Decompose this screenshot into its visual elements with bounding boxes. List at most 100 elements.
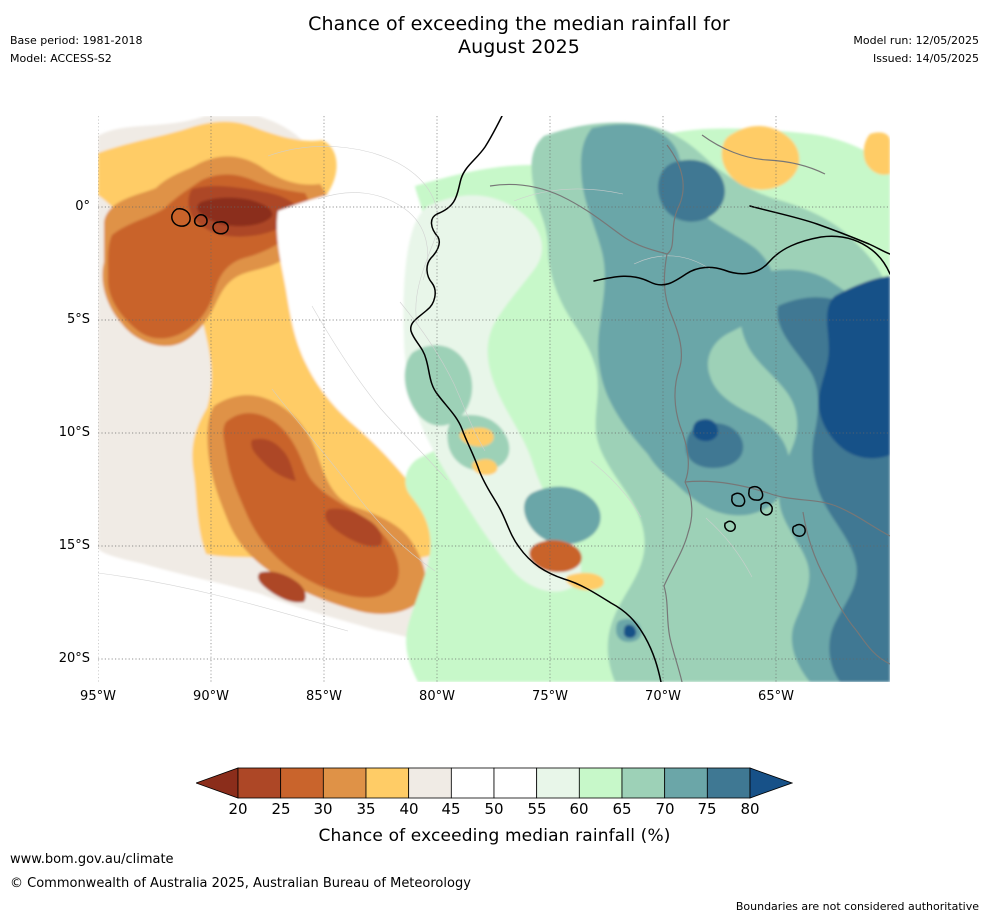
border-bolivia-brazil [684, 480, 890, 537]
cool-anomaly-extreme-band-2 [692, 419, 719, 442]
x-axis-label-70w: 70°W [645, 689, 681, 704]
footer-copyright: © Commonwealth of Australia 2025, Austra… [10, 876, 471, 891]
coastal-hotspot-4 [472, 459, 498, 475]
chart-title: Chance of exceeding the median rainfall … [219, 13, 819, 59]
warm-anomaly-northeast-patch-2 [863, 132, 890, 175]
colorbar-segment-11 [664, 767, 708, 799]
model-run: Model run: 12/05/2025 [853, 34, 979, 47]
base-period: Base period: 1981-2018 [10, 34, 143, 47]
cool-anomaly-strong-band-4 [524, 486, 601, 545]
x-axis-label-65w: 65°W [758, 689, 794, 704]
contour-lines [98, 146, 753, 632]
galapagos-island-1 [171, 208, 191, 227]
colorbar-segment-7 [493, 767, 538, 799]
colorbar-segment-12 [706, 767, 751, 799]
warm-anomaly-south-very-strong-2 [325, 508, 382, 547]
contour-line-3 [311, 305, 448, 481]
cool-anomaly-medium-band-2 [404, 345, 473, 426]
coastline [171, 116, 890, 682]
colorbar-segment-10 [621, 767, 666, 799]
rainfall-colorbar [194, 766, 794, 800]
boundaries-note: Boundaries are not considered authoritat… [735, 900, 979, 913]
colorbar-tick-25: 25 [271, 800, 291, 818]
warm-anomaly-south-very-strong [251, 438, 296, 481]
country-borders [489, 134, 890, 682]
inland-lake-1 [724, 520, 736, 532]
colorbar-segment-2 [280, 767, 324, 799]
x-axis-label-75w: 75°W [532, 689, 568, 704]
colorbar-tick-75: 75 [697, 800, 717, 818]
border-chile-bolivia [663, 585, 683, 682]
model-metadata-right: Model run: 12/05/2025 Issued: 14/05/2025 [853, 32, 979, 68]
y-axis-label-5s: 5°S [66, 312, 90, 327]
colorbar-segment-9 [578, 767, 623, 799]
contour-line-10 [705, 517, 753, 578]
colorbar-title: Chance of exceeding median rainfall (%) [318, 826, 671, 846]
warm-anomaly-south-very-strong-3 [258, 571, 306, 603]
cool-anomaly-strong-band [581, 124, 790, 516]
colorbar-tick-55: 55 [527, 800, 547, 818]
inland-lake-2 [792, 523, 806, 537]
contour-line-1 [267, 146, 439, 325]
galapagos-island-2 [193, 214, 208, 227]
colorbar-segment-8 [536, 767, 580, 799]
cool-anomaly-extreme-band [818, 276, 890, 459]
cool-anomaly-very-strong-band-3 [658, 159, 725, 222]
issued-date: Issued: 14/05/2025 [872, 52, 979, 65]
colorbar-tick-65: 65 [612, 800, 632, 818]
orinoco-region-coast [749, 205, 890, 255]
footer-url[interactable]: www.bom.gov.au/climate [10, 852, 174, 867]
contour-line-2 [317, 192, 428, 281]
map-svg [98, 116, 890, 682]
x-axis-label-95w: 95°W [80, 689, 116, 704]
x-axis-label-85w: 85°W [306, 689, 342, 704]
colorbar-segment-6 [450, 767, 495, 799]
lake-poopo [760, 501, 773, 516]
south-america-west-coast [409, 116, 662, 682]
model-metadata-left: Base period: 1981-2018 Model: ACCESS-S2 [10, 32, 142, 68]
y-axis-label-10s: 10°S [58, 425, 90, 440]
galapagos-island-3 [212, 221, 229, 235]
border-ecuador-colombia-peru [489, 183, 668, 255]
contour-line-9 [590, 460, 642, 518]
contour-line-7 [513, 188, 624, 202]
coastal-hotspot-3 [459, 427, 494, 447]
lake-titicaca-2 [748, 485, 764, 501]
amazon-river-coast [593, 235, 890, 286]
border-argentina-paraguay [855, 629, 890, 665]
y-axis-label-20s: 20°S [58, 651, 90, 666]
colorbar-segment-3 [322, 767, 367, 799]
coastal-hotspot-1 [529, 540, 582, 573]
colorbar-tick-20: 20 [228, 800, 248, 818]
colorbar-tick-35: 35 [356, 800, 376, 818]
coastal-hotspot-2 [566, 572, 604, 591]
contour-line-8 [633, 255, 711, 270]
y-axis-label-15s: 15°S [58, 538, 90, 553]
border-colombia-brazil [666, 144, 684, 255]
model-name: Model: ACCESS-S2 [10, 52, 112, 65]
y-axis-label-0: 0° [75, 199, 90, 214]
colorbar-segment-4 [365, 767, 410, 799]
colorbar-svg [194, 767, 794, 799]
rainfall-field-layer [98, 116, 890, 682]
border-venezuela-brazil [701, 134, 826, 175]
colorbar-segment-1 [237, 767, 282, 799]
title-line-2: August 2025 [458, 36, 580, 58]
colorbar-tick-60: 60 [569, 800, 589, 818]
x-axis-label-80w: 80°W [419, 689, 455, 704]
lake-titicaca-1 [731, 492, 746, 507]
colorbar-left-arrow [194, 767, 239, 799]
contour-line-5 [98, 572, 349, 632]
colorbar-tick-45: 45 [441, 800, 461, 818]
warm-anomaly-northeast-patch [721, 125, 800, 190]
colorbar-tick-40: 40 [399, 800, 419, 818]
colorbar-tick-30: 30 [313, 800, 333, 818]
border-peru-brazil [663, 253, 689, 483]
border-bolivia-paraguay [802, 511, 857, 631]
colorbar-tick-50: 50 [484, 800, 504, 818]
x-axis-label-90w: 90°W [193, 689, 229, 704]
warm-anomaly-north-extreme [197, 197, 273, 227]
coastal-hotspot-6 [623, 624, 637, 638]
border-peru-bolivia [663, 481, 693, 587]
contour-line-4 [271, 388, 436, 572]
